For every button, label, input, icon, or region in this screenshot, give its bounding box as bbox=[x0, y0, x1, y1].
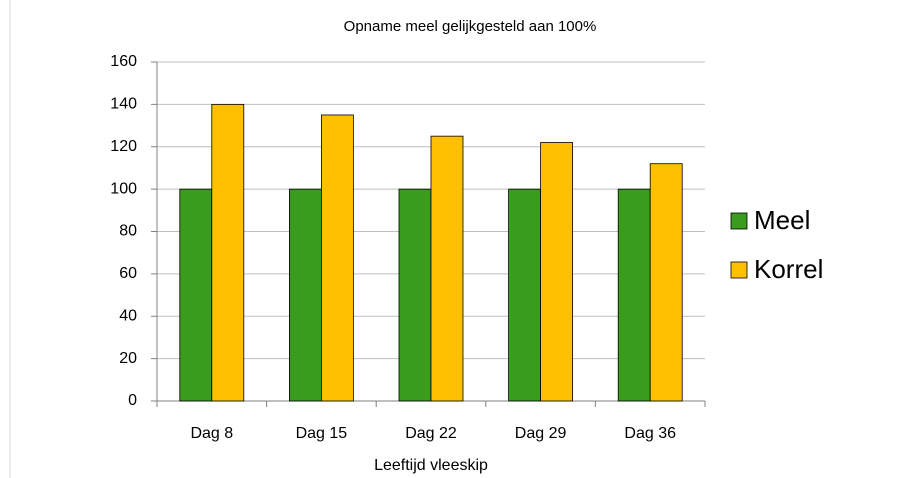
legend-swatch bbox=[730, 261, 748, 279]
bar bbox=[540, 142, 573, 402]
bar bbox=[211, 103, 245, 402]
y-tick-label: 0 bbox=[128, 392, 137, 409]
y-tick-label: 120 bbox=[110, 138, 137, 155]
bar bbox=[430, 135, 464, 402]
bar bbox=[179, 188, 213, 402]
legend-label: Korrel bbox=[754, 254, 823, 284]
y-tick-label: 100 bbox=[110, 180, 137, 197]
y-tick-label: 40 bbox=[119, 307, 137, 324]
x-tick-label: Dag 22 bbox=[405, 425, 457, 442]
x-tick-label: Dag 8 bbox=[190, 425, 233, 442]
x-tick-label: Dag 29 bbox=[515, 425, 567, 442]
y-tick-label: 20 bbox=[119, 350, 137, 367]
y-tick-label: 60 bbox=[119, 265, 137, 282]
x-tick-label: Dag 15 bbox=[296, 425, 348, 442]
x-axis-label: Leeftijd vleeskip bbox=[374, 457, 488, 474]
bar bbox=[398, 188, 432, 402]
x-tick-label: Dag 36 bbox=[624, 425, 676, 442]
y-tick-label: 140 bbox=[110, 96, 137, 113]
bar bbox=[320, 114, 354, 402]
y-tick-label: 160 bbox=[110, 53, 137, 70]
bar bbox=[288, 188, 322, 402]
bar bbox=[617, 188, 651, 402]
legend-swatch bbox=[730, 212, 748, 230]
bar bbox=[508, 188, 542, 402]
chart-title: Opname meel gelijkgesteld aan 100% bbox=[344, 18, 597, 35]
y-tick-label: 80 bbox=[119, 223, 137, 240]
bar bbox=[649, 163, 683, 402]
legend-label: Meel bbox=[754, 205, 810, 235]
